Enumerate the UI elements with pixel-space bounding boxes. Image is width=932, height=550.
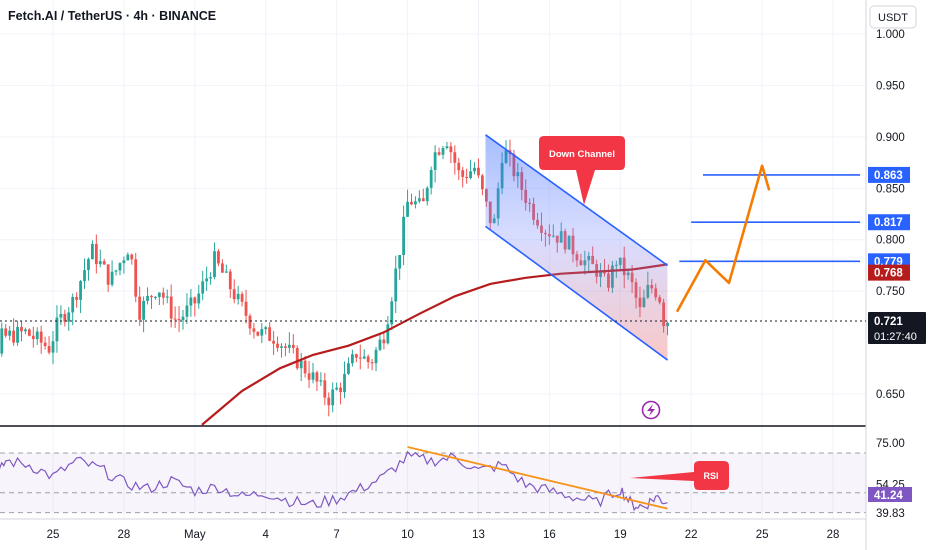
time-tick-label: 28 bbox=[118, 529, 131, 541]
price-tick-label: 1.000 bbox=[876, 29, 905, 41]
rsi-tick-label: 75.00 bbox=[876, 438, 905, 450]
price-tick-label: 0.800 bbox=[876, 235, 905, 247]
candle-countdown: 01:27:40 bbox=[874, 331, 917, 343]
price-label-value: 0.863 bbox=[874, 170, 903, 182]
time-tick-label: 22 bbox=[685, 529, 698, 541]
candle bbox=[134, 253, 137, 302]
rsi-tick-label: 39.83 bbox=[876, 508, 905, 520]
rsi-panel bbox=[0, 447, 866, 513]
rsi-current-value: 41.24 bbox=[874, 490, 903, 502]
time-tick-label: 10 bbox=[401, 529, 414, 541]
current-price-value: 0.721 bbox=[874, 316, 903, 328]
down-channel-label: Down Channel bbox=[549, 149, 615, 160]
price-tick-label: 0.850 bbox=[876, 183, 905, 195]
price-tick-label: 0.950 bbox=[876, 80, 905, 92]
price-label-badge: 0.863 bbox=[868, 167, 910, 183]
price-label-value: 0.817 bbox=[874, 217, 903, 229]
rsi-label: RSI bbox=[703, 471, 718, 481]
time-tick-label: 25 bbox=[756, 529, 769, 541]
price-tick-label: 0.650 bbox=[876, 389, 905, 401]
price-tick-label: 0.900 bbox=[876, 132, 905, 144]
time-tick-label: 19 bbox=[614, 529, 627, 541]
time-tick-label: 13 bbox=[472, 529, 485, 541]
time-tick-label: 4 bbox=[263, 529, 270, 541]
candle bbox=[28, 328, 31, 336]
currency-button-label[interactable]: USDT bbox=[878, 12, 908, 24]
price-label-badge: 0.817 bbox=[868, 214, 910, 230]
time-tick-label: 25 bbox=[47, 529, 60, 541]
time-tick-label: 7 bbox=[333, 529, 339, 541]
candle bbox=[296, 345, 299, 370]
symbol-title: Fetch.AI / TetherUS · 4h · BINANCE bbox=[8, 9, 216, 23]
time-tick-label: 16 bbox=[543, 529, 556, 541]
alert-icon[interactable] bbox=[643, 402, 660, 419]
rsi-value-badge: 41.24 bbox=[868, 487, 912, 502]
time-tick-label: May bbox=[184, 529, 206, 541]
price-label-badge: 0.768 bbox=[868, 265, 910, 281]
time-tick-label: 28 bbox=[827, 529, 840, 541]
price-label-value: 0.768 bbox=[874, 268, 903, 280]
current-price-badge: 0.721 01:27:40 bbox=[868, 312, 926, 344]
currency-button[interactable]: USDT bbox=[870, 6, 916, 28]
price-tick-label: 0.750 bbox=[876, 286, 905, 298]
